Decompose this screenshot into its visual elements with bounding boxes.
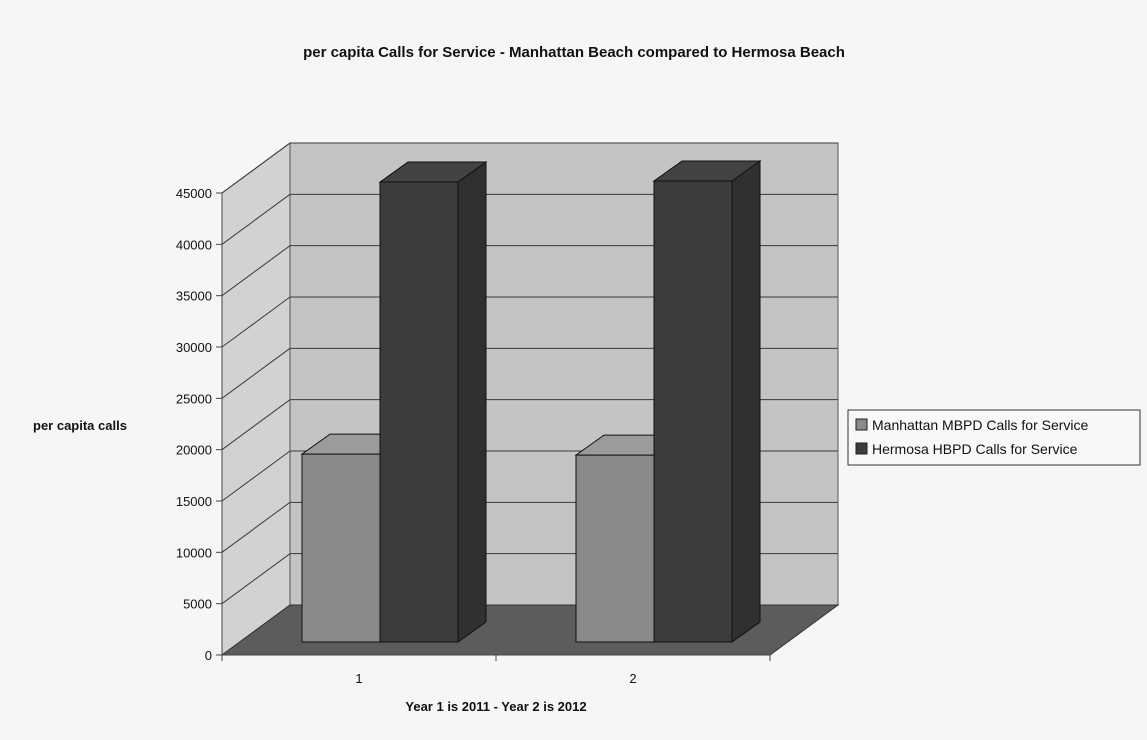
side-gridline-35000 [221, 245, 291, 297]
legend-swatch-hermosa [855, 442, 868, 455]
y-tick-label-5000: 5000 [183, 597, 212, 612]
y-tick-label-20000: 20000 [176, 443, 212, 458]
y-tick-label-40000: 40000 [176, 237, 212, 252]
y-tick-label-15000: 15000 [176, 494, 212, 509]
bars [300, 160, 762, 643]
bar-hermosa-year-1-side [457, 161, 487, 643]
bar-manhattan-year-2-front [575, 454, 655, 643]
side-gridline-15000 [221, 450, 291, 502]
side-gridline-25000 [221, 347, 291, 399]
bar-manhattan-year-1-front [301, 453, 381, 643]
legend-box [847, 409, 1141, 466]
y-tick-label-30000: 30000 [176, 340, 212, 355]
bar-hermosa-year-2-front [653, 180, 733, 643]
side-gridline-30000 [221, 296, 291, 348]
legend-label-manhattan: Manhattan MBPD Calls for Service [872, 417, 1089, 433]
bar-hermosa-year-1 [378, 161, 488, 643]
y-tick-label-45000: 45000 [176, 186, 212, 201]
y-axis-ticks: 0 5000 10000 15000 20000 25000 30000 35000 40000… [176, 186, 222, 663]
legend: Manhattan MBPD Calls for Service Hermosa… [847, 409, 1141, 466]
bar-hermosa-year-2 [652, 160, 762, 643]
y-tick-label-35000: 35000 [176, 289, 212, 304]
bar-hermosa-year-2-side [731, 160, 761, 643]
side-gridline-10000 [221, 501, 291, 553]
side-gridline-40000 [221, 193, 291, 245]
side-gridline-20000 [221, 399, 291, 451]
side-gridline-45000 [221, 142, 291, 194]
side-gridline-5000 [221, 553, 291, 605]
chart-title: per capita Calls for Service - Manhattan… [303, 44, 845, 61]
legend-label-hermosa: Hermosa HBPD Calls for Service [872, 441, 1078, 457]
bar-hermosa-year-1-front [379, 181, 459, 643]
y-tick-label-25000: 25000 [176, 391, 212, 406]
y-tick-label-10000: 10000 [176, 545, 212, 560]
x-tick-label-2: 2 [629, 671, 636, 686]
legend-swatch-manhattan [855, 418, 868, 431]
y-tick-label-0: 0 [205, 648, 212, 663]
x-axis-label: Year 1 is 2011 - Year 2 is 2012 [405, 699, 586, 714]
x-tick-label-1: 1 [355, 671, 362, 686]
y-axis-label: per capita calls [33, 418, 127, 433]
